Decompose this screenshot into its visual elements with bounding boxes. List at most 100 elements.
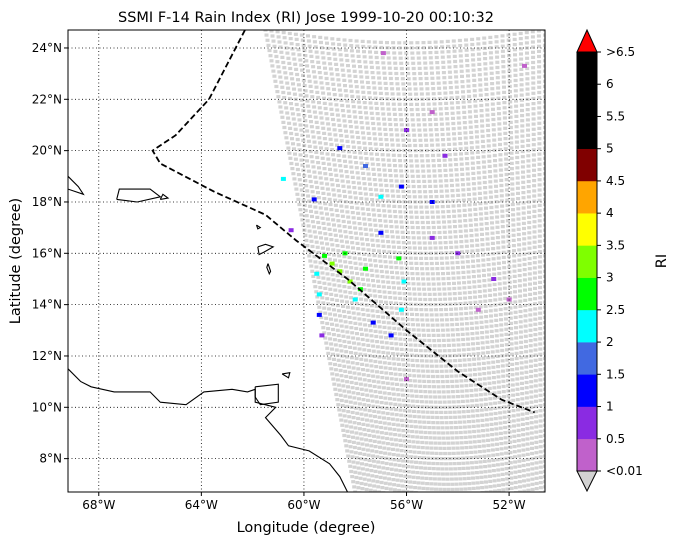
swath-footprint (438, 179, 443, 183)
swath-footprint (521, 469, 526, 473)
swath-footprint (418, 77, 423, 81)
swath-footprint (516, 428, 521, 432)
swath-footprint (350, 410, 355, 415)
swath-footprint (314, 85, 319, 89)
swath-footprint (351, 366, 356, 370)
swath-footprint (419, 430, 423, 434)
swath-footprint (428, 436, 433, 440)
swath-footprint (520, 149, 525, 154)
rain-cell (401, 279, 407, 284)
swath-footprint (525, 447, 530, 451)
swath-footprint (381, 466, 386, 470)
swath-footprint (410, 358, 415, 362)
swath-footprint (434, 189, 438, 193)
swath-footprint (379, 480, 384, 485)
colorbar-bin (577, 180, 597, 214)
swath-footprint (532, 230, 537, 234)
swath-footprint (368, 142, 373, 146)
swath-footprint (369, 111, 374, 115)
swath-footprint (350, 475, 355, 479)
swath-footprint (419, 354, 424, 358)
swath-footprint (446, 441, 451, 445)
swath-footprint (485, 123, 490, 127)
swath-footprint (537, 75, 542, 79)
swath-footprint (430, 410, 435, 414)
swath-footprint (512, 274, 517, 278)
swath-footprint (504, 322, 509, 326)
swath-footprint (326, 351, 331, 355)
swath-footprint (375, 405, 380, 409)
swath-footprint (399, 220, 404, 224)
swath-footprint (355, 386, 360, 391)
swath-footprint (413, 302, 418, 306)
swath-footprint (521, 221, 526, 225)
swath-footprint (442, 220, 446, 224)
swath-footprint (420, 476, 425, 480)
swath-footprint (350, 94, 355, 98)
swath-footprint (417, 333, 422, 337)
swath-footprint (288, 126, 293, 130)
swath-footprint (502, 95, 507, 100)
swath-footprint (439, 189, 444, 193)
swath-footprint (477, 497, 481, 500)
swath-footprint (447, 451, 452, 456)
swath-footprint (352, 64, 356, 68)
swath-footprint (416, 113, 420, 117)
swath-footprint (532, 189, 537, 193)
swath-footprint (499, 338, 504, 342)
swath-footprint (345, 99, 350, 103)
swath-footprint (474, 311, 478, 315)
swath-footprint (532, 271, 537, 275)
swath-footprint (397, 199, 402, 204)
swath-footprint (317, 71, 322, 75)
swath-footprint (334, 62, 339, 66)
swath-footprint (425, 323, 430, 327)
swath-footprint (412, 445, 417, 449)
swath-footprint (392, 362, 397, 366)
swath-footprint (471, 342, 475, 346)
swath-footprint (444, 421, 449, 425)
swath-footprint (382, 476, 387, 480)
swath-footprint (319, 46, 324, 50)
swath-footprint (493, 313, 498, 317)
swath-footprint (395, 133, 400, 137)
swath-footprint (443, 493, 447, 496)
swath-footprint (492, 267, 496, 271)
swath-footprint (337, 254, 342, 258)
swath-footprint (407, 87, 412, 91)
swath-footprint (516, 232, 521, 237)
swath-footprint (543, 480, 545, 484)
swath-footprint (419, 308, 424, 312)
swath-footprint (336, 279, 341, 283)
swath-footprint (368, 101, 373, 105)
swath-footprint (412, 287, 417, 291)
swath-footprint (385, 442, 390, 446)
swath-footprint (459, 436, 464, 440)
swath-footprint (543, 310, 545, 314)
swath-footprint (427, 236, 432, 240)
swath-footprint (318, 176, 323, 180)
swath-footprint (324, 267, 329, 271)
swath-footprint (322, 331, 327, 335)
swath-footprint (385, 436, 390, 441)
swath-footprint (344, 205, 349, 209)
swath-footprint (338, 229, 343, 233)
swath-footprint (489, 61, 494, 65)
swath-footprint (349, 44, 354, 48)
swath-footprint (474, 471, 479, 475)
swath-footprint (468, 492, 472, 495)
swath-footprint (484, 211, 489, 215)
swath-footprint (318, 141, 323, 145)
swath-footprint (452, 54, 457, 58)
swath-footprint (418, 200, 423, 204)
swath-footprint (514, 135, 519, 139)
swath-footprint (482, 175, 487, 179)
swath-footprint (515, 367, 519, 371)
swath-footprint (497, 395, 502, 399)
swath-footprint (543, 64, 545, 68)
swath-footprint (457, 348, 461, 352)
swath-footprint (538, 455, 543, 459)
swath-footprint (429, 61, 434, 65)
swath-footprint (479, 398, 484, 402)
swath-footprint (527, 220, 532, 225)
